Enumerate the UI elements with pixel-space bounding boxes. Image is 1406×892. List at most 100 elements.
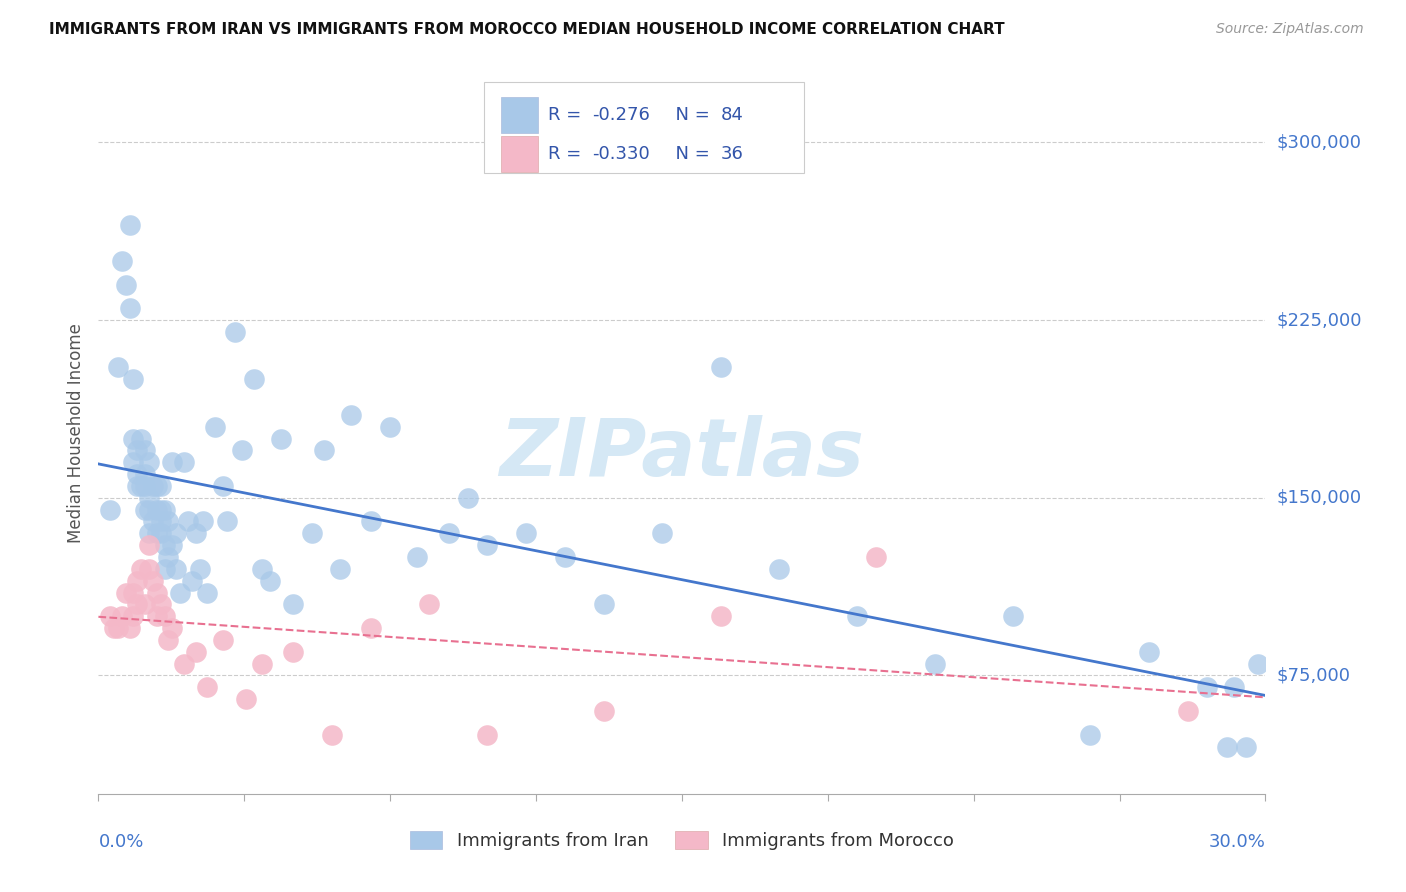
Point [477,728,499,742]
Text: N =: N = [665,106,716,124]
Point [1080,728,1102,742]
Point [177,515,200,529]
Point [153,609,176,624]
Point [122,455,145,469]
Text: N =: N = [665,145,716,163]
Point [924,657,946,671]
Text: Source: ZipAtlas.com: Source: ZipAtlas.com [1216,22,1364,37]
Text: 0.0%: 0.0% [98,833,143,851]
Point [138,562,160,576]
Point [118,621,141,635]
FancyBboxPatch shape [484,82,804,172]
Point [157,549,180,564]
Point [153,538,176,552]
Text: -0.330: -0.330 [592,145,650,163]
FancyBboxPatch shape [501,97,538,133]
Point [1001,609,1024,624]
Point [138,538,160,552]
Point [162,455,184,469]
Point [165,526,187,541]
Point [134,443,156,458]
Point [98,609,121,624]
Point [312,443,335,458]
Point [195,585,218,599]
Point [122,609,145,624]
Point [360,621,382,635]
Point [259,574,281,588]
Point [169,585,191,599]
Point [710,360,733,375]
Point [477,538,499,552]
Text: R =: R = [548,145,586,163]
Point [103,621,125,635]
Text: $225,000: $225,000 [1277,311,1362,329]
Point [138,491,160,505]
Point [129,432,152,446]
Point [437,526,460,541]
Point [250,562,273,576]
Point [554,549,576,564]
Point [162,621,184,635]
Point [173,455,195,469]
Point [1177,704,1199,718]
Point [593,598,616,612]
Point [184,526,207,541]
Point [146,526,169,541]
Point [270,432,292,446]
Point [149,502,172,516]
Point [118,219,141,233]
Point [118,301,141,316]
Point [107,360,129,375]
Point [340,408,363,422]
Point [301,526,323,541]
Point [768,562,790,576]
Point [406,549,429,564]
Point [157,515,180,529]
Point [146,585,169,599]
Point [281,645,304,659]
Point [846,609,869,624]
Point [146,609,169,624]
Point [127,443,149,458]
Point [127,479,149,493]
Point [114,585,136,599]
Point [157,632,180,647]
Point [204,419,226,434]
Point [281,598,304,612]
Point [142,574,165,588]
Point [180,574,202,588]
Legend: Immigrants from Iran, Immigrants from Morocco: Immigrants from Iran, Immigrants from Mo… [402,823,962,857]
Point [212,479,235,493]
Point [360,515,382,529]
Point [134,502,156,516]
Point [329,562,352,576]
Point [215,515,238,529]
Point [149,479,172,493]
FancyBboxPatch shape [501,136,538,171]
Point [1137,645,1160,659]
Point [127,598,149,612]
Point [149,526,172,541]
Point [1223,680,1246,694]
Point [129,562,152,576]
Text: $75,000: $75,000 [1277,666,1351,684]
Point [114,277,136,292]
Text: $300,000: $300,000 [1277,134,1361,152]
Point [127,574,149,588]
Point [149,598,172,612]
Point [129,479,152,493]
Point [593,704,616,718]
Point [134,479,156,493]
Text: 84: 84 [720,106,744,124]
Text: R =: R = [548,106,586,124]
Point [224,325,246,339]
Point [138,502,160,516]
Point [250,657,273,671]
Point [138,526,160,541]
Point [134,467,156,481]
Point [515,526,537,541]
Point [165,562,187,576]
Point [193,515,215,529]
Point [1215,739,1237,754]
Point [107,621,129,635]
